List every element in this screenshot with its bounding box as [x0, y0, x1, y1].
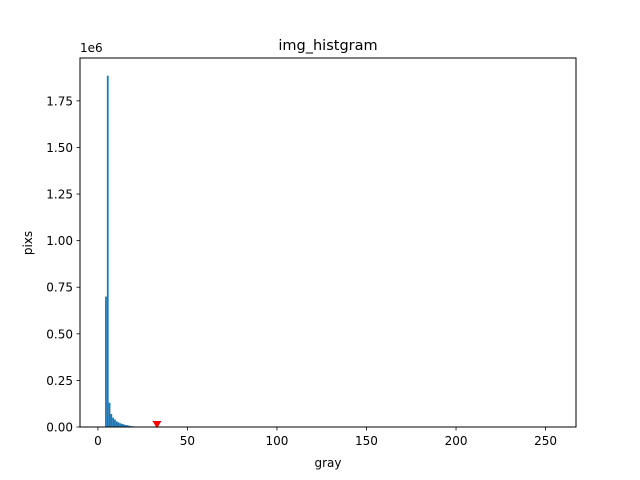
y-tick-label: 0.00	[46, 421, 73, 435]
histogram-bar	[110, 413, 113, 427]
y-axis-ticks: 0.00 0.25 0.50 0.75 1.00 1.25 1.50 1.75	[46, 94, 80, 435]
y-axis-label: pixs	[21, 231, 35, 255]
y-tick-label: 0.75	[46, 281, 73, 295]
histogram-bar	[108, 402, 111, 427]
x-axis-label: gray	[314, 456, 341, 470]
x-tick-label: 250	[534, 434, 557, 448]
histogram-bar	[119, 423, 122, 427]
x-tick-label: 50	[180, 434, 195, 448]
histogram-bar	[115, 421, 118, 427]
histogram-bar	[128, 425, 131, 427]
x-axis-ticks: 0 50 100 150 200 250	[94, 427, 557, 448]
marker-layer	[152, 421, 162, 429]
y-tick-label: 1.25	[46, 188, 73, 202]
y-tick-label: 1.50	[46, 141, 73, 155]
y-tick-label: 0.25	[46, 374, 73, 388]
x-tick-label: 200	[445, 434, 468, 448]
histogram-bar	[105, 296, 107, 427]
red-marker	[152, 421, 162, 429]
histogram-bar	[106, 75, 109, 428]
histogram-bar	[124, 424, 127, 427]
plot-area-frame	[79, 57, 577, 428]
x-tick-label: 0	[94, 434, 102, 448]
histogram-bar	[114, 419, 116, 427]
y-tick-label: 0.50	[46, 327, 73, 341]
histogram-bar	[117, 422, 120, 427]
histogram-bar	[121, 423, 123, 427]
chart-title: img_histgram	[278, 38, 377, 54]
x-tick-label: 100	[266, 434, 289, 448]
y-tick-label: 1.75	[46, 94, 73, 108]
histogram-bar	[112, 417, 115, 427]
histogram-bar	[122, 424, 125, 427]
histogram-bar	[126, 425, 129, 427]
y-tick-label: 1.00	[46, 234, 73, 248]
y-axis-offset-label: 1e6	[80, 41, 103, 55]
x-tick-label: 150	[355, 434, 378, 448]
